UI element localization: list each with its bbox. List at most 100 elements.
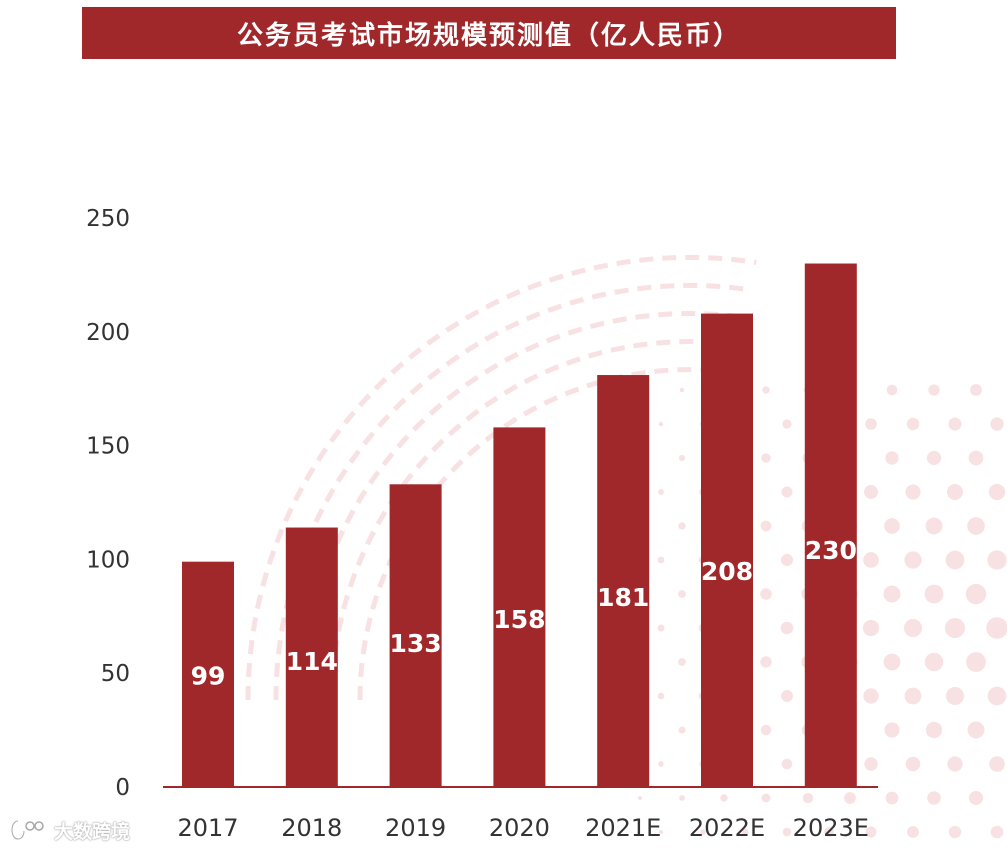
decorative-dot — [780, 553, 794, 567]
y-tick-label: 250 — [86, 206, 130, 232]
decorative-dot — [904, 551, 922, 569]
decorative-dot — [906, 417, 920, 431]
decorative-arc — [329, 339, 745, 701]
decorative-dot — [968, 790, 984, 806]
watermark-logo-icon — [10, 819, 44, 841]
decorative-dot — [657, 692, 665, 700]
data-label: 208 — [701, 557, 753, 586]
decorative-dot — [988, 483, 1006, 501]
decorative-dot — [948, 417, 962, 431]
y-tick-label: 200 — [86, 320, 130, 346]
decorative-dot — [990, 825, 1004, 839]
decorative-dot — [970, 384, 982, 396]
decorative-dot — [657, 624, 665, 632]
x-tick-label: 2019 — [385, 814, 446, 842]
data-label: 181 — [597, 583, 649, 612]
decorative-dot — [658, 421, 664, 427]
decorative-dot — [905, 756, 921, 772]
decorative-dot — [678, 658, 686, 666]
y-tick-label: 150 — [86, 434, 130, 460]
decorative-dot — [925, 517, 943, 535]
decorative-dot — [761, 453, 771, 463]
decorative-dot — [927, 791, 941, 805]
decorative-dot — [886, 384, 898, 396]
decorative-dot — [678, 522, 686, 530]
decorative-dot — [781, 690, 793, 702]
decorative-dot — [658, 829, 664, 835]
decorative-dot — [883, 585, 901, 603]
decorative-arc — [245, 254, 757, 701]
decorative-dot — [947, 484, 963, 500]
decorative-dot — [945, 550, 965, 570]
watermark-text: 大数跨境 — [54, 820, 131, 843]
decorative-dot — [987, 550, 1007, 570]
decorative-dot — [885, 451, 899, 465]
decorative-dot — [782, 419, 792, 429]
data-labels: 99 114 133 158 181 208 230 — [191, 536, 857, 690]
x-tick-label: 2020 — [489, 814, 550, 842]
decorative-dot — [924, 652, 944, 672]
data-label: 133 — [390, 629, 442, 658]
decorative-dot — [926, 450, 942, 466]
y-tick-label: 50 — [101, 661, 130, 687]
decorative-dot — [925, 721, 943, 739]
bar-2018 — [285, 527, 338, 787]
decorative-arc — [273, 282, 753, 701]
x-axis: 2017 2018 2019 2020 2021E 2022E 2023E — [177, 814, 868, 842]
data-label: 230 — [805, 536, 857, 565]
chart-title: 公务员考试市场规模预测值（亿人民币） — [236, 20, 741, 51]
decorative-dot — [824, 827, 834, 837]
decorative-dot — [700, 829, 706, 835]
bar-2020 — [493, 427, 546, 787]
decorative-dot — [844, 792, 856, 804]
decorative-dot — [864, 485, 878, 499]
y-axis: 0 50 100 150 200 250 — [86, 206, 130, 801]
decorative-dot — [947, 756, 963, 772]
decorative-dot — [884, 518, 900, 534]
x-tick-label: 2017 — [177, 814, 238, 842]
bars — [182, 263, 857, 787]
decorative-dot — [987, 686, 1007, 706]
decorative-dot — [945, 686, 965, 706]
decorative-dot — [884, 722, 900, 738]
decorative-dot — [945, 618, 965, 638]
decorative-dot — [781, 758, 793, 770]
decorative-dot — [883, 653, 901, 671]
data-label: 99 — [191, 661, 226, 690]
decorative-dot — [989, 756, 1005, 772]
x-tick-label: 2018 — [281, 814, 342, 842]
decorative-dot — [657, 556, 665, 564]
decorative-dot — [928, 384, 940, 396]
decorative-dot — [762, 386, 770, 394]
decorative-dot — [679, 795, 685, 801]
decorative-dot — [862, 619, 880, 637]
decorative-dot — [863, 552, 879, 568]
decorative-dot — [741, 828, 749, 836]
decorative-dot — [905, 484, 921, 500]
decorative-dot — [864, 757, 878, 771]
data-label: 114 — [286, 647, 338, 676]
decorative-dot — [948, 825, 962, 839]
x-tick-label: 2023E — [793, 814, 869, 842]
decorative-dot — [782, 827, 792, 837]
decorative-dot — [760, 656, 772, 668]
y-tick-label: 0 — [115, 775, 130, 801]
decorative-dot — [885, 791, 899, 805]
decorative-dot — [780, 621, 794, 635]
decorative-dot — [865, 418, 877, 430]
bar-2022E — [701, 313, 753, 787]
x-tick-label: 2021E — [585, 814, 661, 842]
decorative-dot — [720, 794, 728, 802]
decorative-dot — [990, 417, 1004, 431]
decorative-dot — [865, 826, 877, 838]
decorative-dot — [924, 584, 944, 604]
decorative-arc — [357, 367, 740, 701]
decorative-dot — [968, 450, 984, 466]
decorative-dot — [679, 387, 685, 393]
data-label: 158 — [493, 605, 545, 634]
bar-2021E — [597, 375, 650, 787]
decorative-dot — [986, 617, 1007, 639]
decorative-dot — [678, 590, 686, 598]
decorative-dot — [863, 688, 879, 704]
